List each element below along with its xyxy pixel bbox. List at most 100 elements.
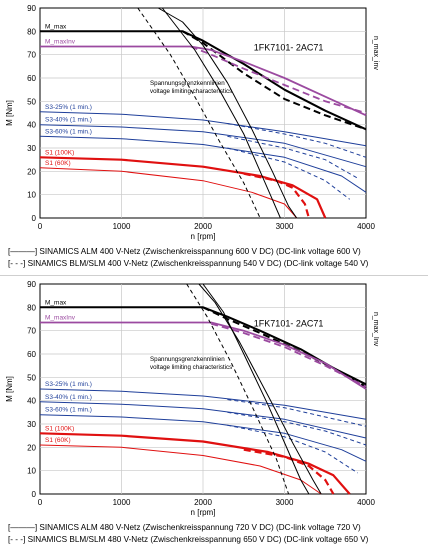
y-tick-label: 90 — [27, 280, 36, 289]
series-label: S3-25% (1 min.) — [45, 381, 92, 388]
series-line — [39, 414, 367, 462]
right-axis-label: n_max_inv — [372, 36, 379, 70]
y-tick-label: 20 — [27, 167, 36, 176]
legend-solid-label: SINAMICS ALM 480 V-Netz (Zwischenkreissp… — [39, 523, 361, 532]
y-tick-label: 20 — [27, 443, 36, 452]
legend-entry-solid: [―――] SINAMICS ALM 480 V-Netz (Zwischenk… — [8, 523, 361, 532]
series-label: S3-60% (1 min.) — [45, 407, 92, 414]
right-axis-label: n_max_Inv — [372, 312, 379, 347]
x-tick-label: 3000 — [276, 222, 294, 231]
x-axis-label: n [rpm] — [191, 508, 216, 517]
series-line — [190, 45, 367, 114]
chart-svg: 0 10 20 30 40 50 60 70 80 90 0 1000 2000 3000 4000 M_ma… — [5, 4, 379, 241]
legend-solid-symbol: [―――] — [8, 523, 38, 532]
series-line — [161, 7, 281, 219]
series-line — [39, 156, 327, 219]
series-line — [202, 306, 367, 388]
legend-solid-symbol: [―――] — [8, 247, 38, 256]
series-label: S3-25% (1 min.) — [45, 104, 92, 111]
series-line — [227, 424, 359, 474]
series-line — [40, 321, 367, 390]
series-line — [39, 444, 322, 495]
series-line — [39, 111, 367, 147]
chart-svg: 0 10 20 30 40 50 60 70 80 90 0 1000 2000 3000 4000 M_ma… — [5, 280, 379, 517]
annotation-text: voltage limiting characteristics — [150, 364, 232, 371]
series-line — [39, 167, 298, 219]
legend-dashed-symbol: [- - -] — [8, 535, 26, 544]
x-tick-label: 2000 — [194, 222, 212, 231]
legend-dashed-label: SINAMICS BLM/SLM 400 V-Netz (Zwischenkre… — [27, 259, 369, 268]
y-tick-label: 60 — [27, 350, 36, 359]
x-tick-label: 4000 — [357, 222, 375, 231]
annotation-text: Spannungsgrenzkennlinien — [150, 356, 225, 363]
x-tick-label: 1000 — [113, 498, 131, 507]
y-tick-label: 30 — [27, 420, 36, 429]
x-tick-label: 4000 — [357, 498, 375, 507]
series-label: S1 (100K) — [45, 425, 74, 432]
series-line — [243, 448, 335, 495]
y-tick-label: 60 — [27, 74, 36, 83]
series-label: M_max — [45, 299, 67, 306]
series-line — [137, 7, 261, 219]
series-label: S3-40% (1 min.) — [45, 117, 92, 124]
x-tick-label: 1000 — [113, 222, 131, 231]
y-tick-label: 80 — [27, 27, 36, 36]
series-line — [157, 7, 298, 219]
series-label: M_maxInv — [45, 315, 76, 322]
series-line — [243, 172, 310, 219]
model-label: 1FK7101- 2AC71 — [254, 43, 324, 53]
legend-dashed-label: SINAMICS BLM/SLM 480 V-Netz (Zwischenkre… — [27, 535, 369, 544]
y-tick-label: 50 — [27, 97, 36, 106]
model-label: 1FK7101- 2AC71 — [254, 319, 324, 329]
legend-solid-label: SINAMICS ALM 400 V-Netz (Zwischenkreissp… — [39, 247, 361, 256]
x-tick-label: 2000 — [194, 498, 212, 507]
series-label: M_maxInv — [45, 39, 76, 46]
y-tick-label: 0 — [32, 490, 37, 499]
series-line — [186, 283, 290, 495]
series-line — [39, 124, 367, 168]
y-tick-label: 10 — [27, 467, 36, 476]
series-line — [227, 411, 367, 446]
y-tick-label: 40 — [27, 121, 36, 130]
x-tick-label: 3000 — [276, 498, 294, 507]
legend-dashed-symbol: [- - -] — [8, 259, 26, 268]
annotation-text: voltage limiting characteristics — [150, 88, 232, 95]
y-tick-label: 70 — [27, 51, 36, 60]
series-line — [227, 135, 359, 179]
series-label: S3-60% (1 min.) — [45, 128, 92, 135]
series-line — [227, 147, 351, 200]
y-tick-label: 90 — [27, 4, 36, 13]
torque-speed-chart-400v: 0 10 20 30 40 50 60 70 80 90 0 1000 2000 3000 4000 M_ma… — [0, 0, 428, 275]
series-line — [198, 283, 322, 495]
x-tick-label: 0 — [38, 222, 43, 231]
torque-speed-chart-480v: 0 10 20 30 40 50 60 70 80 90 0 1000 2000 3000 4000 M_ma… — [0, 276, 428, 550]
y-axis-label: M [Nm] — [5, 376, 14, 402]
series-line — [210, 322, 367, 388]
x-tick-label: 0 — [38, 498, 43, 507]
series-label: S1 (60K) — [45, 437, 71, 444]
y-tick-label: 50 — [27, 373, 36, 382]
series-line — [39, 388, 367, 420]
legend-entry-solid: [―――] SINAMICS ALM 400 V-Netz (Zwischenk… — [8, 247, 361, 256]
y-tick-label: 80 — [27, 303, 36, 312]
series-label: M_max — [45, 23, 67, 30]
series-label: S1 (60K) — [45, 160, 71, 167]
series-label: S3-40% (1 min.) — [45, 394, 92, 401]
annotation-text: Spannungsgrenzkennlinien — [150, 80, 225, 87]
series-line — [39, 401, 367, 439]
series-line — [227, 399, 367, 427]
legend-entry-dashed: [- - -] SINAMICS BLM/SLM 480 V-Netz (Zwi… — [8, 535, 368, 544]
y-tick-label: 40 — [27, 397, 36, 406]
divider — [0, 275, 428, 276]
series-line — [39, 135, 367, 193]
series-line — [202, 283, 310, 495]
series-label: S1 (100K) — [45, 149, 74, 156]
y-tick-label: 10 — [27, 191, 36, 200]
y-tick-label: 70 — [27, 327, 36, 336]
y-axis-label: M [Nm] — [5, 100, 14, 126]
series-line — [39, 432, 351, 495]
y-tick-label: 30 — [27, 144, 36, 153]
legend-entry-dashed: [- - -] SINAMICS BLM/SLM 400 V-Netz (Zwi… — [8, 259, 368, 268]
y-tick-label: 0 — [32, 214, 37, 223]
series-line — [227, 123, 367, 158]
